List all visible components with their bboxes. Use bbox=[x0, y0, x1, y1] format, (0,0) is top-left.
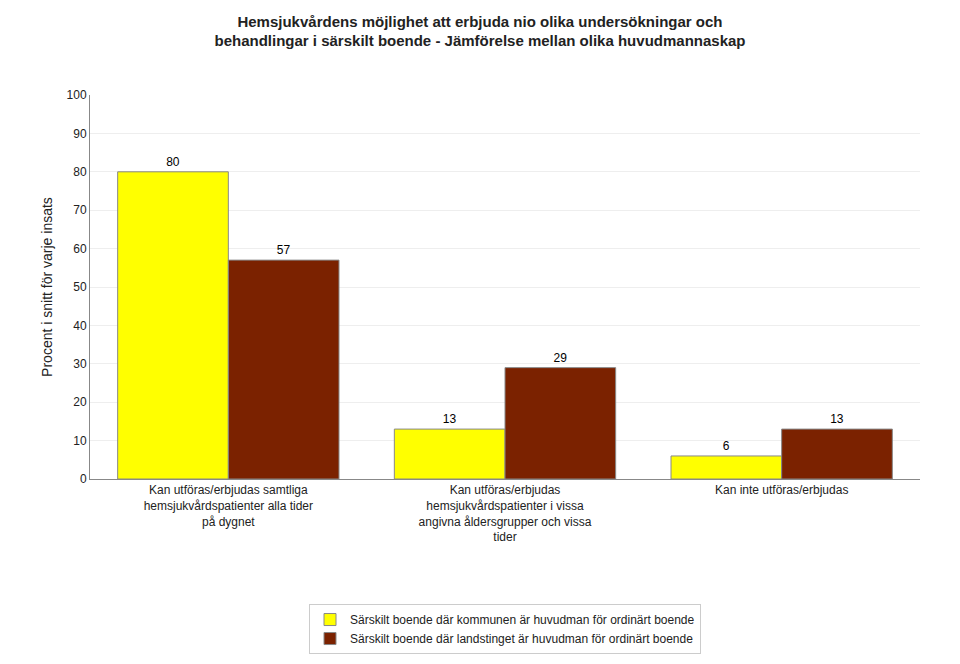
svg-text:57: 57 bbox=[277, 243, 291, 257]
svg-text:13: 13 bbox=[830, 412, 844, 426]
svg-text:Hemsjukvårdens möjlighet att e: Hemsjukvårdens möjlighet att erbjuda nio… bbox=[215, 13, 746, 50]
svg-text:80: 80 bbox=[73, 165, 87, 179]
svg-text:0: 0 bbox=[80, 472, 87, 486]
svg-text:Procent i snitt för varje insa: Procent i snitt för varje insats bbox=[39, 197, 55, 377]
svg-text:50: 50 bbox=[73, 280, 87, 294]
svg-text:6: 6 bbox=[723, 439, 730, 453]
svg-text:10: 10 bbox=[73, 434, 87, 448]
svg-text:60: 60 bbox=[73, 242, 87, 256]
svg-text:40: 40 bbox=[73, 319, 87, 333]
svg-text:Särskilt boende där kommunen ä: Särskilt boende där kommunen är huvudman… bbox=[350, 613, 695, 627]
svg-text:70: 70 bbox=[73, 203, 87, 217]
svg-text:29: 29 bbox=[553, 351, 567, 365]
svg-text:30: 30 bbox=[73, 357, 87, 371]
svg-text:Särskilt boende där landstinge: Särskilt boende där landstinget är huvud… bbox=[350, 632, 693, 646]
svg-text:80: 80 bbox=[166, 155, 180, 169]
svg-text:100: 100 bbox=[67, 88, 87, 102]
svg-text:90: 90 bbox=[73, 127, 87, 141]
svg-text:20: 20 bbox=[73, 395, 87, 409]
svg-text:Kan utföras/erbjudas samtligah: Kan utföras/erbjudas samtligahemsjukvård… bbox=[144, 483, 313, 528]
svg-text:Kan inte utföras/erbjudas: Kan inte utföras/erbjudas bbox=[715, 483, 848, 497]
svg-text:Kan utföras/erbjudashemsjukvår: Kan utföras/erbjudashemsjukvårdspatiente… bbox=[419, 483, 592, 544]
svg-text:13: 13 bbox=[443, 412, 457, 426]
